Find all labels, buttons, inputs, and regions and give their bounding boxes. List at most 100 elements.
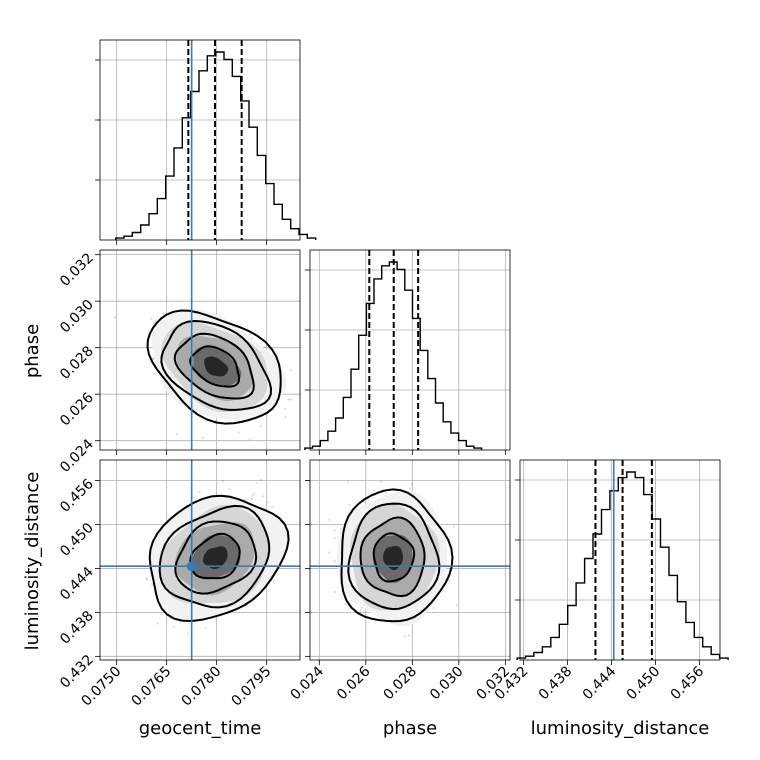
frame [309,459,511,661]
xlabel-phase: phase [383,718,437,739]
ticks [95,254,268,455]
scatter-point [255,482,258,485]
contour-0 [148,494,290,623]
scatter-point [261,495,264,498]
ticks [95,59,268,245]
scatter-point [379,480,382,483]
scatter-point [408,634,411,637]
scatter-point [284,415,287,418]
ylabel-luminosity-distance: luminosity_distance [22,472,43,651]
scatter-point [259,478,262,481]
frame [99,459,301,661]
scatter-point [287,398,290,401]
scatter-point [252,492,256,496]
scatter-point [333,560,336,563]
scatter-point [179,621,182,624]
scatter-point [408,487,412,490]
frame [309,249,511,451]
scatter-point [162,312,165,315]
xlabel-luminosity-distance: luminosity_distance [531,718,710,739]
scatter-point [328,551,331,554]
frame [99,39,301,241]
scatter-point [333,529,336,532]
contour-2 [359,516,426,598]
scatter-point [113,316,116,319]
scatter-point [228,487,231,490]
scatter-point [150,317,153,320]
scatter-point [145,577,148,581]
scatter-point [344,603,347,606]
panel-0-0 [95,39,317,245]
scatter-point [204,626,208,629]
scatter-point [151,583,154,586]
grid [100,40,300,240]
frame [99,249,301,451]
scatter-point [154,319,157,322]
frame [519,459,721,661]
scatter-point [271,506,274,509]
panel-1-1 [304,249,511,455]
contour-0 [340,488,454,623]
scatter-point [328,518,331,521]
density-level-4 [203,546,228,570]
scatter-point [272,582,275,585]
scatter-point [221,480,224,483]
ticks [515,479,700,665]
ylabel-phase: phase [22,324,43,378]
histogram-luminosity_distance [516,471,729,660]
scatter-point [359,609,362,612]
scatter-point [237,431,240,434]
scatter-point [198,491,201,494]
scatter-point [372,489,375,492]
scatter-point [152,357,155,360]
scatter-point [259,425,262,428]
contour-1 [160,319,273,411]
truth-point [186,561,197,572]
xlabel-geocent-time: geocent_time [139,718,262,739]
scatter-point [367,498,370,501]
contour-0 [146,309,282,425]
scatter-point [289,398,292,401]
scatter-point [384,492,388,495]
grid [310,250,510,450]
scatter-point [251,494,254,497]
scatter-point [410,483,413,486]
scatter-point [348,503,351,506]
scatter-point [250,498,253,501]
scatter-point [283,407,287,410]
scatter-point [175,433,178,436]
ticks [305,480,506,665]
scatter-point [244,498,247,501]
scatter-point [146,578,149,581]
scatter-point [333,590,336,594]
scatter-point [248,438,251,441]
scatter-point [433,606,436,610]
density-level-4 [204,356,229,377]
scatter-point [248,333,251,336]
scatter-point [334,537,337,540]
grid [520,460,720,660]
scatter-point [403,635,406,638]
scatter-point [152,321,156,324]
scatter-point [455,604,458,607]
scatter-point [289,369,292,372]
density-level-4 [383,546,403,571]
contour-3 [189,345,241,388]
scatter-point [266,501,269,504]
scatter-point [160,613,163,616]
ticks [95,480,268,665]
contour-3 [372,532,416,583]
scatter-point [186,632,189,635]
scatter-point [350,599,353,602]
contour-2 [173,332,255,400]
contour-1 [158,504,271,609]
scatter-point [201,436,205,439]
scatter-point [347,480,350,483]
scatter-point [172,625,175,628]
scatter-point [452,525,455,528]
scatter-point [156,622,159,625]
ticks [305,269,506,455]
contour-1 [347,502,441,611]
